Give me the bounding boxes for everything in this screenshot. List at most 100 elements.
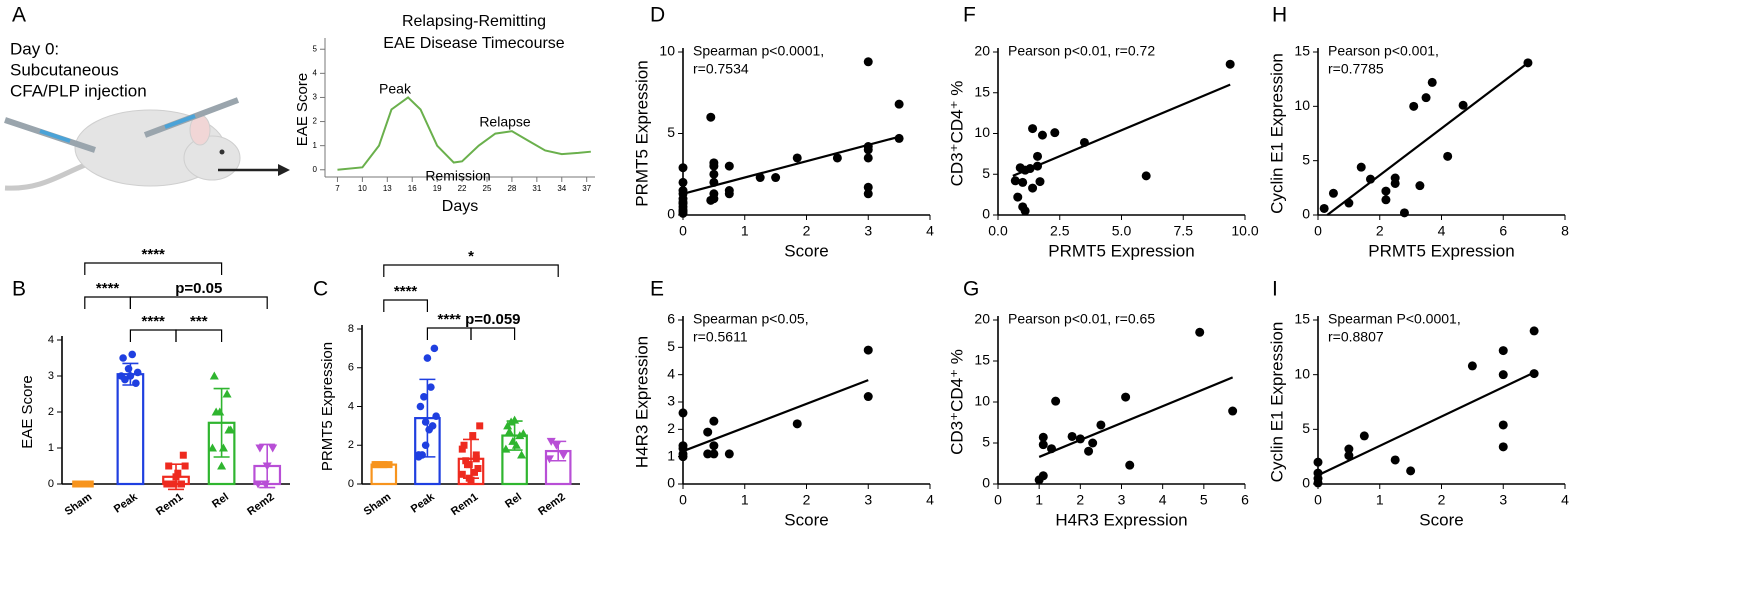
data-point xyxy=(508,436,518,445)
data-point xyxy=(222,389,232,398)
data-point xyxy=(465,474,473,482)
y-tick-label: 5 xyxy=(982,434,990,450)
x-tick-label: 0 xyxy=(1314,223,1322,239)
x-tick-label: 3 xyxy=(1118,492,1126,508)
regression-line xyxy=(1317,371,1535,477)
data-point xyxy=(226,425,236,434)
x-tick-label: 25 xyxy=(483,184,492,193)
x-tick-label: 1 xyxy=(741,492,749,508)
x-tick-label: 2 xyxy=(803,492,811,508)
data-point xyxy=(724,161,734,171)
data-point xyxy=(792,153,802,163)
panel-label: B xyxy=(12,278,26,301)
x-axis-label: Score xyxy=(1419,510,1463,529)
data-point xyxy=(207,443,217,452)
significance-bracket xyxy=(84,262,223,275)
data-point xyxy=(1359,431,1369,441)
syringe-fluid xyxy=(164,114,196,129)
data-point xyxy=(894,99,904,109)
data-point xyxy=(709,158,719,168)
data-point xyxy=(1037,130,1047,140)
data-point xyxy=(755,173,765,183)
data-point xyxy=(132,379,140,388)
y-tick-label: 5 xyxy=(1302,151,1310,167)
y-tick-label: 3 xyxy=(313,93,318,102)
data-point xyxy=(1038,440,1048,450)
mouse-eye xyxy=(219,149,225,155)
data-point xyxy=(385,461,393,469)
data-point xyxy=(546,437,556,446)
x-tick-label: 19 xyxy=(433,184,442,193)
x-tick-label: 0 xyxy=(679,492,687,508)
y-tick-label: 2 xyxy=(348,439,354,451)
data-point xyxy=(1013,192,1023,202)
x-tick-label: 4 xyxy=(1159,492,1167,508)
y-tick-label: 0 xyxy=(48,478,54,490)
x-tick-label: 0.0 xyxy=(988,223,1008,239)
data-point xyxy=(1088,438,1098,448)
x-tick-label: 3 xyxy=(864,223,872,239)
data-point xyxy=(470,468,478,476)
data-point xyxy=(1381,186,1391,196)
y-tick-label: 2 xyxy=(667,420,675,436)
data-point xyxy=(81,480,89,488)
data-point xyxy=(469,432,477,440)
data-point xyxy=(179,451,187,459)
x-tick-label: 1 xyxy=(1376,492,1384,508)
x-tick-label: Sham xyxy=(63,491,95,518)
x-tick-label: 4 xyxy=(926,223,934,239)
x-tick-label: 6 xyxy=(1241,492,1249,508)
data-point xyxy=(518,429,528,438)
data-point xyxy=(1498,420,1508,430)
x-tick-label: 2 xyxy=(1076,492,1084,508)
y-axis-label: CD3⁺CD4⁺ % xyxy=(947,349,966,455)
x-tick-label: 4 xyxy=(1438,223,1446,239)
x-tick-label: 2.5 xyxy=(1050,223,1070,239)
stat-annotation: r=0.5611 xyxy=(693,329,748,345)
data-point xyxy=(1084,446,1094,456)
y-axis-label: CD3⁺CD4⁺ % xyxy=(947,81,966,187)
stat-annotation: Pearson p<0.01, r=0.72 xyxy=(1008,43,1155,59)
x-tick-label: 16 xyxy=(408,184,417,193)
data-point xyxy=(458,470,466,478)
y-tick-label: 20 xyxy=(974,43,990,59)
x-tick-label: 7 xyxy=(335,184,340,193)
x-tick-label: 6 xyxy=(1499,223,1507,239)
y-tick-label: 8 xyxy=(348,323,354,335)
data-point xyxy=(126,372,135,380)
y-tick-label: 5 xyxy=(667,338,675,354)
significance-bracket xyxy=(84,296,131,309)
data-point xyxy=(460,441,468,449)
y-tick-label: 5 xyxy=(982,165,990,181)
data-point xyxy=(124,365,133,373)
y-tick-label: 20 xyxy=(974,311,990,327)
significance-bracket xyxy=(129,296,268,309)
data-point xyxy=(678,441,688,451)
data-point xyxy=(174,469,182,477)
significance-bracket xyxy=(383,299,428,312)
y-tick-label: 15 xyxy=(1294,43,1310,59)
data-point xyxy=(432,412,440,420)
data-point xyxy=(262,462,272,471)
y-tick-label: 10 xyxy=(974,124,990,140)
data-point xyxy=(414,453,423,461)
y-tick-label: 3 xyxy=(48,370,54,382)
stat-annotation: r=0.7534 xyxy=(693,61,749,77)
significance-label: **** xyxy=(142,246,166,263)
data-point xyxy=(1228,406,1238,416)
data-point xyxy=(177,480,185,488)
significance-label: * xyxy=(468,248,474,265)
data-point xyxy=(1028,183,1038,193)
stat-annotation: Spearman P<0.0001, xyxy=(1328,311,1461,327)
data-point xyxy=(421,441,430,450)
x-tick-label: 3 xyxy=(864,492,872,508)
regression-line xyxy=(682,135,900,195)
data-point xyxy=(709,441,719,451)
data-point xyxy=(1125,460,1135,470)
data-point xyxy=(165,462,173,470)
data-point xyxy=(1529,326,1539,336)
data-point xyxy=(1328,188,1338,198)
x-tick-label: Rel xyxy=(210,491,231,511)
data-point xyxy=(1498,442,1508,452)
significance-bracket xyxy=(129,329,177,342)
